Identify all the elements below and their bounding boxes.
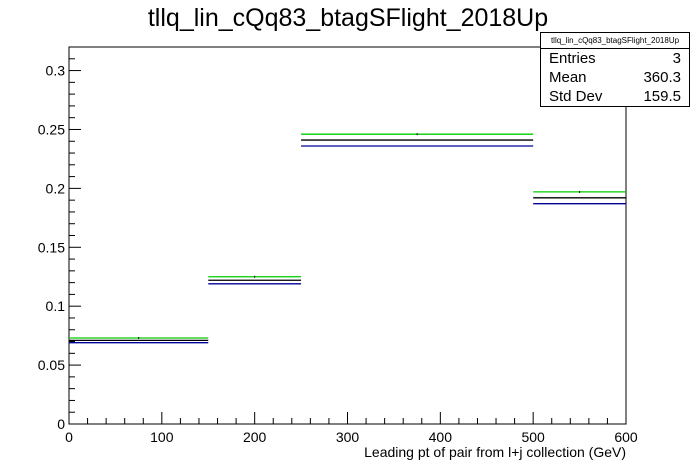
tick-labels: 0 0.05 0.1 0.15 0.2 0.25 0.3 0 100 200 300 400 500 60… xyxy=(38,63,638,445)
y-tick-label: 0.25 xyxy=(38,121,65,137)
histogram-marks xyxy=(69,133,626,344)
y-tick-label: 0.2 xyxy=(46,180,66,196)
axes xyxy=(68,46,627,425)
x-tick-label: 0 xyxy=(65,429,73,445)
stats-label: Std Dev xyxy=(549,88,603,105)
stats-value: 159.5 xyxy=(643,88,681,105)
stats-row-mean: Mean 360.3 xyxy=(541,68,689,87)
chart-title: tllq_lin_cQq83_btagSFlight_2018Up xyxy=(147,4,549,32)
stats-row-entries: Entries 3 xyxy=(541,49,689,68)
stats-value: 360.3 xyxy=(643,69,681,86)
y-tick-label: 0.1 xyxy=(46,298,66,314)
x-tick-label: 300 xyxy=(336,429,360,445)
x-tick-label: 100 xyxy=(150,429,174,445)
stats-value: 3 xyxy=(672,50,681,67)
x-tick-label: 600 xyxy=(614,429,638,445)
stats-box: tllq_lin_cQq83_btagSFlight_2018Up Entrie… xyxy=(540,32,690,107)
stats-box-title: tllq_lin_cQq83_btagSFlight_2018Up xyxy=(541,33,689,49)
stats-label: Mean xyxy=(549,69,587,86)
y-tick-label: 0.3 xyxy=(46,63,66,79)
x-tick-label: 500 xyxy=(521,429,545,445)
y-tick-label: 0.15 xyxy=(38,239,65,255)
stats-row-stddev: Std Dev 159.5 xyxy=(541,87,689,106)
x-tick-label: 400 xyxy=(429,429,453,445)
x-tick-label: 200 xyxy=(243,429,267,445)
x-axis-label: Leading pt of pair from l+j collection (… xyxy=(364,444,626,460)
stats-label: Entries xyxy=(549,50,596,67)
y-tick-label: 0 xyxy=(57,416,65,432)
y-tick-label: 0.05 xyxy=(38,357,65,373)
